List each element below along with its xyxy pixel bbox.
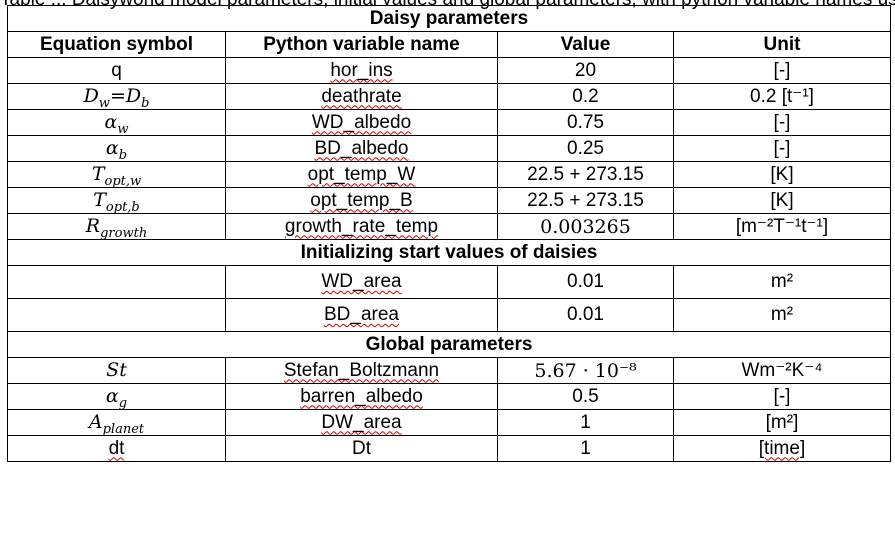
pyvar-cell: DW_area: [225, 409, 498, 436]
header-unit: Unit: [673, 31, 891, 58]
pyvar-cell: Dt: [225, 435, 498, 462]
pyvar-cell: Stefan_Boltzmann: [225, 357, 498, 384]
unit-cell: [-]: [673, 135, 891, 162]
parameters-table: Daisy parameters Equation symbol Python …: [7, 5, 891, 462]
table-row: BD_area 0.01 m²: [7, 298, 891, 332]
pyvar-cell: WD_albedo: [225, 109, 498, 136]
symbol-cell: q: [7, 57, 226, 84]
header-pyvar: Python variable name: [225, 31, 498, 58]
section-title-daisy: Daisy parameters: [7, 5, 891, 32]
pyvar-cell: opt_temp_B: [225, 187, 498, 214]
unit-cell: [K]: [673, 161, 891, 188]
unit-cell: [time]: [673, 435, 891, 462]
value-cell: 5.67 · 10⁻⁸: [497, 357, 674, 384]
section-row-global: Global parameters: [7, 331, 891, 358]
value-cell: 0.003265: [497, 213, 674, 240]
unit-cell: [m⁻²T⁻¹t⁻¹]: [673, 213, 891, 240]
section-title-init: Initializing start values of daisies: [7, 239, 891, 266]
pyvar-cell: deathrate: [225, 83, 498, 110]
symbol-cell: Dw=Db: [7, 83, 226, 110]
unit-cell: [m²]: [673, 409, 891, 436]
pyvar-cell: WD_area: [225, 265, 498, 299]
unit-cell: [-]: [673, 109, 891, 136]
unit-cell: [K]: [673, 187, 891, 214]
table-row: Aplanet DW_area 1 [m²]: [7, 409, 891, 436]
table-row: αb BD_albedo 0.25 [-]: [7, 135, 891, 162]
symbol-cell: [7, 265, 226, 299]
table-row: q hor_ins 20 [-]: [7, 57, 891, 84]
symbol-cell: αg: [7, 383, 226, 410]
unit-cell: m²: [673, 265, 891, 299]
value-cell: 0.25: [497, 135, 674, 162]
value-cell: 1: [497, 435, 674, 462]
pyvar-cell: opt_temp_W: [225, 161, 498, 188]
table-row: αg barren_albedo 0.5 [-]: [7, 383, 891, 410]
pyvar-cell: barren_albedo: [225, 383, 498, 410]
symbol-cell: Aplanet: [7, 409, 226, 436]
section-row-init: Initializing start values of daisies: [7, 239, 891, 266]
table-row: Topt,w opt_temp_W 22.5 + 273.15 [K]: [7, 161, 891, 188]
value-cell: 22.5 + 273.15: [497, 161, 674, 188]
table-row: WD_area 0.01 m²: [7, 265, 891, 299]
header-row: Equation symbol Python variable name Val…: [7, 31, 891, 58]
pyvar-cell: BD_albedo: [225, 135, 498, 162]
unit-cell: 0.2 [t⁻¹]: [673, 83, 891, 110]
value-cell: 0.5: [497, 383, 674, 410]
symbol-cell: αb: [7, 135, 226, 162]
table-row: Dw=Db deathrate 0.2 0.2 [t⁻¹]: [7, 83, 891, 110]
table-row: St Stefan_Boltzmann 5.67 · 10⁻⁸ Wm⁻²K⁻⁴: [7, 357, 891, 384]
pyvar-cell: growth_rate_temp: [225, 213, 498, 240]
pyvar-cell: BD_area: [225, 298, 498, 332]
symbol-cell: αw: [7, 109, 226, 136]
symbol-cell: dt: [7, 435, 226, 462]
value-cell: 22.5 + 273.15: [497, 187, 674, 214]
header-symbol: Equation symbol: [7, 31, 226, 58]
symbol-cell: Topt,w: [7, 161, 226, 188]
value-cell: 0.01: [497, 265, 674, 299]
section-title-global: Global parameters: [7, 331, 891, 358]
table-row: Topt,b opt_temp_B 22.5 + 273.15 [K]: [7, 187, 891, 214]
symbol-cell: St: [7, 357, 226, 384]
symbol-cell: [7, 298, 226, 332]
value-cell: 1: [497, 409, 674, 436]
value-cell: 0.01: [497, 298, 674, 332]
unit-cell: m²: [673, 298, 891, 332]
unit-cell: [-]: [673, 383, 891, 410]
unit-cell: Wm⁻²K⁻⁴: [673, 357, 891, 384]
symbol-cell: Topt,b: [7, 187, 226, 214]
value-cell: 0.75: [497, 109, 674, 136]
header-value: Value: [497, 31, 674, 58]
pyvar-cell: hor_ins: [225, 57, 498, 84]
unit-cell: [-]: [673, 57, 891, 84]
section-row-daisy: Daisy parameters: [7, 5, 891, 32]
value-cell: 20: [497, 57, 674, 84]
value-cell: 0.2: [497, 83, 674, 110]
table-row: αw WD_albedo 0.75 [-]: [7, 109, 891, 136]
table-row: Rgrowth growth_rate_temp 0.003265 [m⁻²T⁻…: [7, 213, 891, 240]
symbol-cell: Rgrowth: [7, 213, 226, 240]
table-row: dt Dt 1 [time]: [7, 435, 891, 462]
